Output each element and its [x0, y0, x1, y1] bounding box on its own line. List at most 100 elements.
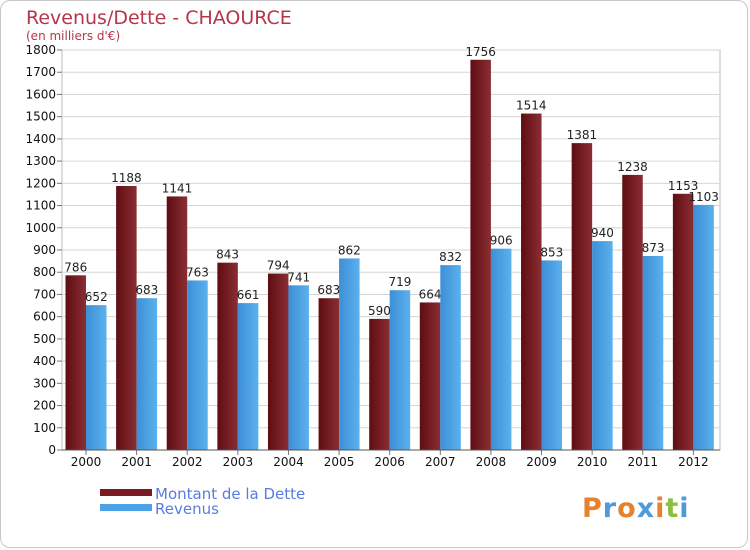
x-tick-label: 2009	[526, 455, 557, 469]
legend: Montant de la Dette Revenus	[100, 485, 305, 518]
y-tick-label: 600	[33, 310, 56, 324]
bar-dette	[622, 174, 643, 450]
value-label-revenus: 652	[85, 290, 108, 304]
value-label-revenus: 661	[237, 288, 260, 302]
chart-title: Revenus/Dette - CHAOURCE	[26, 7, 292, 29]
value-label-dette: 1141	[162, 181, 193, 195]
legend-swatch-dette	[100, 489, 152, 496]
y-tick-label: 200	[33, 399, 56, 413]
logo-letter: o	[617, 493, 637, 524]
value-label-dette: 590	[368, 304, 391, 318]
logo-letter: i	[679, 493, 689, 524]
y-tick-label: 1200	[25, 176, 56, 190]
value-label-revenus: 873	[642, 241, 665, 255]
y-tick-label: 1100	[25, 199, 56, 213]
legend-swatch-revenus	[100, 504, 152, 511]
value-label-revenus: 683	[135, 283, 158, 297]
bar-revenus	[592, 241, 613, 450]
bar-revenus	[541, 260, 563, 450]
x-axis: 2000 2001 2002 2003 2004 2005 2006 2007 2008 2009…	[62, 449, 720, 469]
chart-subtitle: (en milliers d'€)	[26, 29, 120, 43]
bars	[65, 59, 714, 451]
value-label-dette: 664	[419, 287, 442, 301]
bar-revenus	[86, 305, 107, 450]
legend-label-revenus: Revenus	[155, 500, 219, 518]
bar-revenus	[440, 265, 461, 450]
value-label-revenus: 853	[540, 245, 563, 259]
bar-revenus	[288, 285, 309, 450]
x-tick-label: 2006	[374, 455, 405, 469]
y-tick-label: 1300	[25, 154, 56, 168]
value-label-revenus: 940	[591, 226, 614, 240]
value-label-revenus: 832	[439, 250, 462, 264]
x-tick-label: 2008	[476, 455, 507, 469]
value-label-dette: 683	[317, 283, 340, 297]
value-label-dette: 1381	[567, 128, 598, 142]
logo-letter: t	[665, 493, 679, 524]
y-tick-label: 1600	[25, 87, 56, 101]
x-tick-label: 2007	[425, 455, 456, 469]
legend-label-dette: Montant de la Dette	[155, 485, 305, 503]
x-tick-label: 2003	[223, 455, 254, 469]
value-label-revenus: 906	[490, 234, 513, 248]
x-tick-label: 2004	[273, 455, 304, 469]
bar-revenus	[642, 256, 664, 450]
y-tick-label: 500	[33, 332, 56, 346]
y-tick-label: 1800	[25, 43, 56, 57]
x-tick-label: 2011	[627, 455, 658, 469]
y-tick-label: 1000	[25, 221, 56, 235]
y-tick-label: 1400	[25, 132, 56, 146]
bar-revenus	[136, 298, 158, 450]
bar-dette	[521, 113, 542, 451]
value-label-revenus: 741	[287, 270, 310, 284]
bar-dette	[217, 262, 238, 450]
y-tick-label: 400	[33, 354, 56, 368]
bar-revenus	[693, 204, 714, 450]
bar-revenus	[237, 303, 259, 450]
value-label-revenus: 862	[338, 243, 361, 257]
value-label-revenus: 719	[388, 275, 411, 289]
bar-dette	[65, 275, 86, 450]
y-tick-label: 100	[33, 421, 56, 435]
value-label-dette: 794	[267, 259, 290, 273]
x-tick-label: 2000	[71, 455, 102, 469]
y-tick-label: 1500	[25, 110, 56, 124]
bar-revenus	[187, 280, 208, 450]
y-tick-label: 0	[48, 443, 56, 457]
bar-dette	[166, 196, 188, 450]
y-tick-label: 900	[33, 243, 56, 257]
y-tick-label: 800	[33, 265, 56, 279]
x-tick-label: 2001	[121, 455, 152, 469]
y-tick-label: 1700	[25, 65, 56, 79]
value-label-dette: 1514	[516, 99, 547, 113]
value-label-revenus: 1103	[688, 190, 719, 204]
bar-dette	[369, 318, 390, 450]
logo-letter: P	[582, 493, 603, 524]
x-tick-label: 2010	[577, 455, 608, 469]
bar-dette	[672, 193, 694, 450]
value-label-revenus: 763	[186, 265, 209, 279]
bar-dette	[267, 273, 289, 450]
value-label-dette: 786	[64, 260, 87, 274]
proxiti-logo: Proxiti	[582, 493, 690, 524]
value-label-dette: 843	[216, 248, 239, 262]
x-tick-label: 2005	[324, 455, 355, 469]
logo-letter: r	[603, 493, 617, 524]
bar-dette	[116, 186, 137, 450]
bar-revenus	[339, 258, 360, 450]
bar-revenus	[389, 290, 411, 450]
logo-letter: i	[655, 493, 665, 524]
value-label-dette: 1238	[617, 160, 648, 174]
y-axis: 0 100 200 300 400 500 600 700 800 900 1000 1100 1200…	[25, 43, 62, 457]
y-tick-label: 700	[33, 287, 56, 301]
value-label-dette: 1756	[465, 45, 496, 59]
bar-dette	[470, 59, 491, 451]
value-label-dette: 1153	[668, 179, 699, 193]
value-label-dette: 1188	[111, 171, 142, 185]
y-tick-label: 300	[33, 376, 56, 390]
bar-dette	[571, 143, 593, 450]
x-tick-label: 2012	[678, 455, 709, 469]
bar-dette	[419, 302, 441, 450]
